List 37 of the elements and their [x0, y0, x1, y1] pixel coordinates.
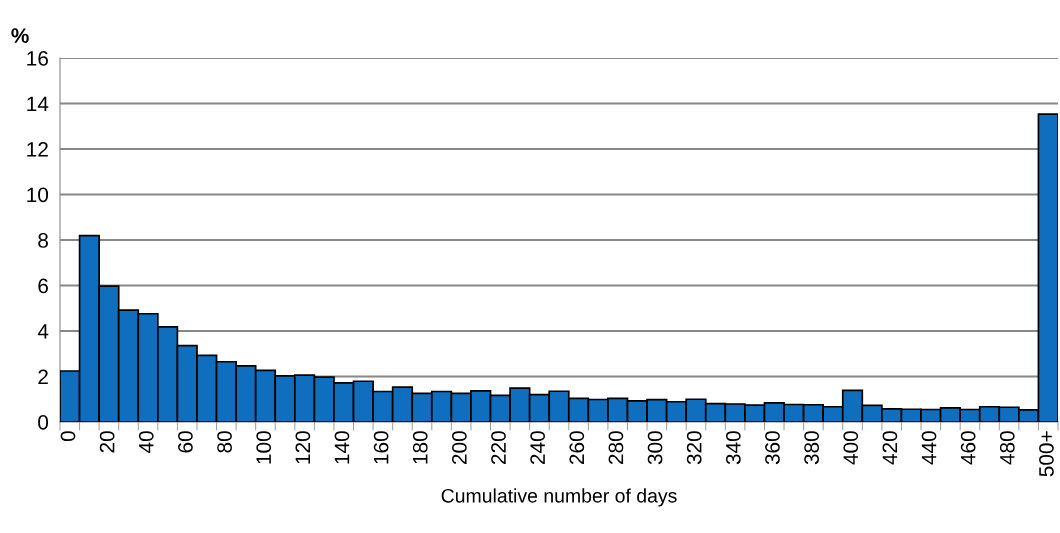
y-tick-label: 2: [38, 369, 48, 385]
x-tick-label: 360: [765, 431, 780, 465]
x-tick-label: 200: [452, 431, 467, 465]
x-tick-label: 320: [686, 431, 702, 465]
x-tick-label: 180: [412, 431, 428, 464]
y-tick-label: 6: [38, 278, 48, 294]
x-tick-label: 420: [882, 431, 898, 465]
x-tick-label: 480: [999, 431, 1015, 465]
x-tick-label: 0: [60, 431, 76, 442]
y-tick-label: 12: [27, 142, 48, 157]
x-tick-label: 240: [530, 431, 546, 465]
x-tick-label: 300: [647, 431, 663, 465]
y-tick-label: 8: [38, 233, 48, 248]
y-tick-label: 16: [27, 51, 48, 66]
x-tick-label: 440: [921, 431, 937, 465]
y-tick-label: 14: [27, 96, 49, 112]
y-tick-label: 4: [37, 324, 49, 339]
x-tick-label: 460: [960, 431, 976, 465]
x-tick-label: 60: [178, 431, 193, 453]
x-tick-label: 280: [608, 431, 624, 465]
x-tick-label: 40: [138, 431, 154, 454]
x-tick-label: 80: [217, 431, 232, 453]
x-tick-label: 120: [295, 431, 311, 464]
x-axis-title: Cumulative number of days: [441, 488, 677, 507]
x-tick-label: 380: [804, 431, 819, 465]
y-tick-label: 0: [38, 415, 49, 430]
x-tick-label: 500+: [1039, 431, 1054, 477]
x-tick-label: 340: [725, 431, 741, 465]
x-tick-label: 160: [373, 431, 389, 464]
y-axis-title: %: [11, 28, 29, 43]
x-tick-label: 400: [843, 431, 859, 465]
x-tick-label: 220: [491, 431, 506, 465]
y-tick-label: 10: [27, 187, 49, 203]
x-tick-label: 140: [334, 431, 350, 464]
x-tick-label: 20: [99, 431, 115, 453]
x-tick-label: 100: [256, 431, 272, 464]
x-tick-label: 260: [569, 431, 585, 465]
